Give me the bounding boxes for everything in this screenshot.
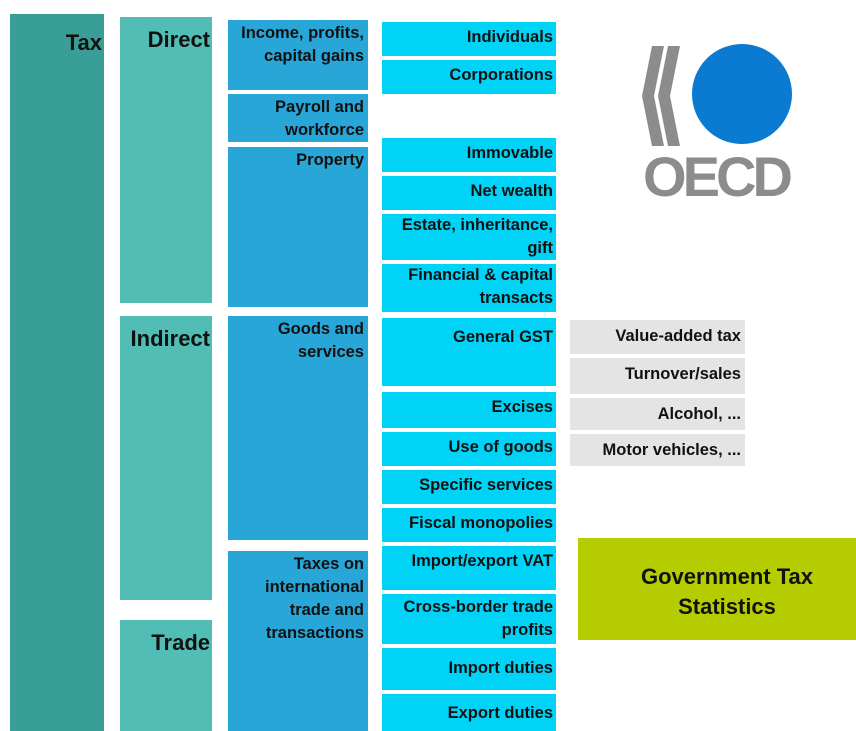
subtype-box: Use of goods xyxy=(382,432,556,466)
logo-chevrons xyxy=(642,46,680,146)
example-box: Value-added tax xyxy=(570,320,745,354)
tax-box: Tax xyxy=(10,14,104,731)
base-box: Taxes on international trade and transac… xyxy=(228,551,368,731)
example-box: Turnover/sales xyxy=(570,358,745,394)
subtype-box: Estate, inheritance, gift xyxy=(382,214,556,260)
subtype-box: Import/export VAT xyxy=(382,546,556,590)
base-box: Goods and services xyxy=(228,316,368,540)
base-box: Property xyxy=(228,147,368,307)
group-box: Direct xyxy=(120,17,212,303)
subtype-box: General GST xyxy=(382,318,556,386)
subtype-box: Financial & capital transacts xyxy=(382,264,556,312)
logo-text: OECD xyxy=(643,145,793,208)
label: Tax xyxy=(65,30,102,55)
base-box: Income, profits, capital gains xyxy=(228,20,368,90)
subtype-box: Fiscal monopolies xyxy=(382,508,556,542)
subtype-box: Import duties xyxy=(382,648,556,690)
banner: Government Tax Statistics xyxy=(578,538,856,640)
group-box: Trade xyxy=(120,620,212,731)
subtype-box: Corporations xyxy=(382,60,556,94)
subtype-box: Net wealth xyxy=(382,176,556,210)
example-box: Alcohol, ... xyxy=(570,398,745,430)
subtype-box: Cross-border trade profits xyxy=(382,594,556,644)
subtype-box: Immovable xyxy=(382,138,556,172)
base-box: Payroll and workforce xyxy=(228,94,368,142)
subtype-box: Excises xyxy=(382,392,556,428)
example-box: Motor vehicles, ... xyxy=(570,434,745,466)
group-box: Indirect xyxy=(120,316,212,600)
subtype-box: Specific services xyxy=(382,470,556,504)
logo-circle xyxy=(692,44,792,144)
subtype-box: Export duties xyxy=(382,694,556,731)
oecd-logo: OECD xyxy=(642,44,793,208)
subtype-box: Individuals xyxy=(382,22,556,56)
